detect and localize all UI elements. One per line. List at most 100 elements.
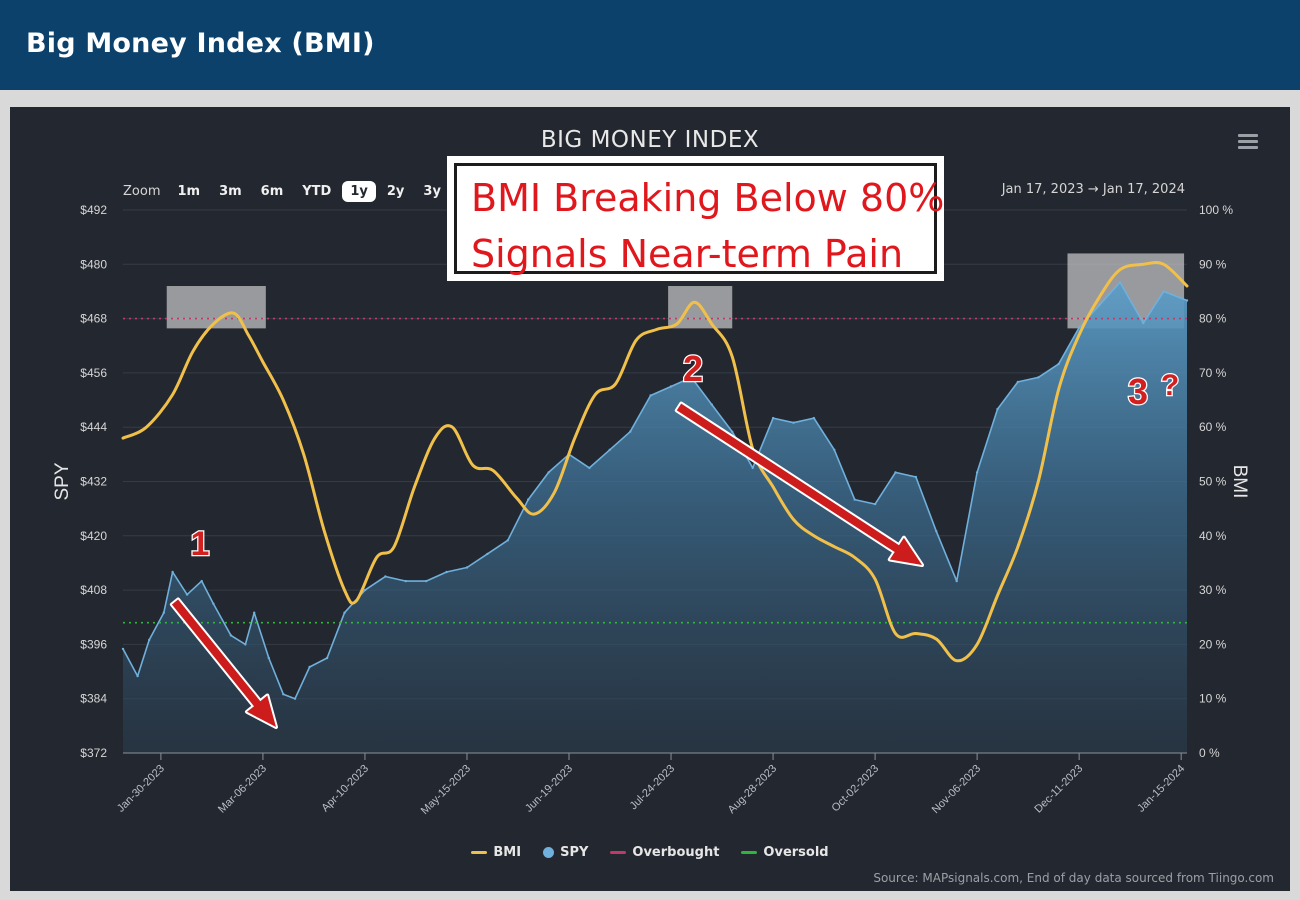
y-left-tick-label: $432 (80, 475, 107, 489)
spy-point (792, 421, 795, 424)
zoom-ytd-button[interactable]: YTD (302, 183, 332, 199)
x-tick-label: Apr-10-2023 (319, 763, 371, 815)
x-tick-label: Jan-15-2024 (1135, 763, 1187, 815)
spy-line (122, 281, 1188, 700)
spy-point (404, 579, 407, 583)
x-tick-label: Oct-02-2023 (829, 763, 881, 815)
spy-point (1037, 376, 1040, 379)
y-right-tick-label: 30 % (1199, 583, 1227, 597)
legend-bmi-swatch (471, 851, 488, 854)
y-right-axis-title: BMI (1229, 465, 1250, 499)
legend-overbought-label: Overbought (632, 845, 720, 860)
y-left-tick-label: $384 (80, 692, 107, 706)
spy-point (253, 611, 256, 614)
x-tick-label: Jun-19-2023 (523, 763, 575, 815)
spy-point (1098, 303, 1101, 307)
spy-point (669, 385, 673, 388)
spy-point (267, 656, 270, 660)
zoom-2y-button[interactable]: 2y (386, 183, 405, 199)
spy-point (527, 498, 530, 501)
page-header: Big Money Index (BMI) (0, 0, 1300, 90)
spy-point (229, 634, 233, 637)
zoom-3m-button[interactable]: 3m (219, 183, 242, 199)
y-right-tick-label: 100 % (1199, 203, 1233, 217)
x-tick-label: Jul-24-2023 (628, 763, 678, 813)
x-tick-label: Dec-11-2023 (1032, 763, 1085, 816)
spy-point (425, 579, 428, 583)
chart-svg: $372 0 % $384 10 % $396 20 % $408 30 % $420 40 % $… (52, 203, 1250, 817)
spy-point (325, 656, 329, 660)
legend-item-bmi[interactable]: BMI (471, 845, 521, 860)
legend-item-spy[interactable]: SPY (543, 845, 588, 860)
y-right-tick-label: 70 % (1199, 366, 1227, 380)
marker-3: 3 (1128, 371, 1148, 412)
spy-point (185, 593, 189, 596)
spy-point (1057, 362, 1060, 366)
legend-item-overbought[interactable]: Overbought (610, 845, 719, 860)
chart-panel: BIG MONEY INDEX Zoom 1m 3m 6m YTD 1y 2y … (10, 107, 1290, 891)
spy-point (343, 611, 346, 614)
y-right-tick-label: 40 % (1199, 529, 1227, 543)
spy-point (212, 602, 215, 605)
legend-item-oversold[interactable]: Oversold (741, 845, 829, 860)
y-right-tick-label: 10 % (1199, 692, 1227, 706)
spy-point (751, 466, 754, 470)
spy-point (293, 697, 297, 700)
page-title: Big Money Index (BMI) (26, 28, 375, 59)
spy-point (363, 588, 367, 592)
legend-oversold-swatch (741, 851, 758, 854)
zoom-label: Zoom (123, 183, 161, 199)
spy-point (282, 693, 285, 696)
zoom-1m-button[interactable]: 1m (177, 183, 201, 199)
x-tick-label: Nov-06-2023 (930, 763, 983, 816)
spy-point (1077, 326, 1081, 329)
spy-point (1118, 281, 1122, 284)
legend-oversold-label: Oversold (763, 845, 829, 860)
y-right-tick-label: 0 % (1199, 746, 1220, 760)
y-right-tick-label: 50 % (1199, 475, 1227, 489)
spy-point (975, 471, 979, 474)
spy-point (162, 611, 165, 614)
marker-4: ? (1161, 369, 1179, 402)
y-left-tick-label: $444 (80, 420, 107, 434)
spy-point (996, 407, 999, 411)
spy-point (1016, 380, 1020, 384)
y-left-tick-label: $420 (80, 529, 107, 543)
annotation-box: BMI Breaking Below 80% Signals Near-term… (447, 156, 944, 281)
menu-icon[interactable] (1238, 134, 1258, 150)
spy-point (608, 448, 611, 451)
legend-bmi-label: BMI (493, 845, 522, 860)
bmi-line (121, 260, 1189, 663)
spy-point (690, 376, 693, 379)
legend: BMI SPY Overbought Oversold (10, 845, 1290, 860)
spy-point (506, 539, 509, 542)
y-right-tick-label: 20 % (1199, 637, 1227, 651)
zoom-6m-button[interactable]: 6m (260, 183, 284, 199)
date-range: Jan 17, 2023 → Jan 17, 2024 (1001, 182, 1185, 197)
y-right-tick-label: 90 % (1199, 257, 1227, 271)
y-right-tick-label: 80 % (1199, 312, 1227, 326)
spy-point (445, 570, 448, 574)
spy-point (914, 475, 918, 479)
annotation-line-1: BMI Breaking Below 80% (471, 176, 945, 220)
y-left-tick-label: $408 (80, 583, 107, 597)
legend-overbought-swatch (610, 851, 627, 854)
spy-point (955, 579, 958, 583)
annotation-line-2: Signals Near-term Pain (471, 232, 904, 276)
marker-2: 2 (683, 348, 703, 389)
spy-point (200, 579, 203, 583)
y-left-tick-label: $396 (80, 637, 107, 651)
chart-title: BIG MONEY INDEX (540, 127, 760, 153)
spy-point (731, 430, 734, 433)
y-left-tick-label: $456 (80, 366, 107, 380)
legend-spy-swatch (543, 847, 555, 858)
zoom-3y-button[interactable]: 3y (423, 183, 441, 199)
spy-point (244, 643, 247, 646)
spy-point (1162, 290, 1165, 293)
spy-point (812, 416, 816, 420)
spy-point (853, 498, 856, 501)
legend-spy-label: SPY (560, 845, 589, 860)
spy-point (588, 466, 591, 470)
zoom-1y-button[interactable]: 1y (342, 180, 376, 202)
spy-point (171, 570, 174, 574)
